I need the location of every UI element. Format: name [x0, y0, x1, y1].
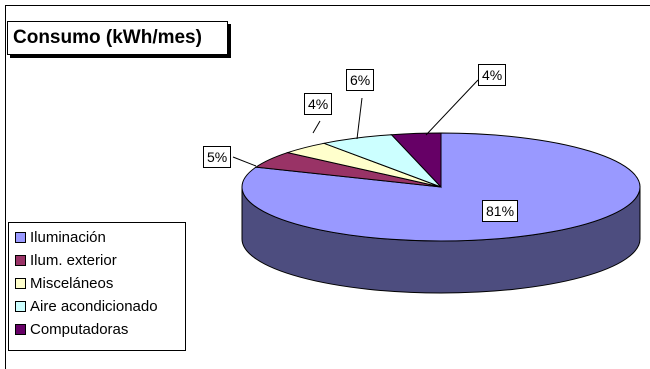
leader-line-miscelaneos [312, 120, 321, 134]
leader-line-aire-acondicionado [356, 97, 363, 140]
legend-swatch [15, 232, 26, 243]
legend-swatch [15, 324, 26, 335]
pie-slice-computadoras [390, 132, 442, 189]
legend-item-ilum-exterior: Ilum. exterior [15, 249, 185, 272]
legend: Iluminación Ilum. exterior Misceláneos Aire… [8, 222, 186, 351]
legend-swatch [15, 255, 26, 266]
legend-label: Misceláneos [30, 275, 114, 292]
legend-label: Computadoras [30, 321, 129, 338]
legend-item-aire-acondicionado: Aire acondicionado [15, 295, 185, 318]
legend-swatch [15, 278, 26, 289]
legend-label: Ilum. exterior [30, 252, 117, 269]
data-label-miscelaneos: 4% [304, 93, 333, 115]
chart-title: Consumo (kWh/mes) [7, 21, 228, 55]
data-label-computadoras: 4% [478, 64, 507, 86]
data-label-ilum-exterior: 5% [203, 146, 232, 168]
legend-item-iluminacion: Iluminación [15, 226, 185, 249]
leader-line-computadoras [425, 79, 479, 136]
leader-line-ilum-exterior [232, 156, 257, 167]
legend-swatch [15, 301, 26, 312]
legend-label: Aire acondicionado [30, 298, 158, 315]
legend-label: Iluminación [30, 229, 106, 246]
legend-item-computadoras: Computadoras [15, 318, 185, 341]
data-label-iluminacion: 81% [482, 200, 519, 222]
data-label-aire-acondicionado: 6% [346, 69, 375, 91]
legend-item-miscelaneos: Misceláneos [15, 272, 185, 295]
